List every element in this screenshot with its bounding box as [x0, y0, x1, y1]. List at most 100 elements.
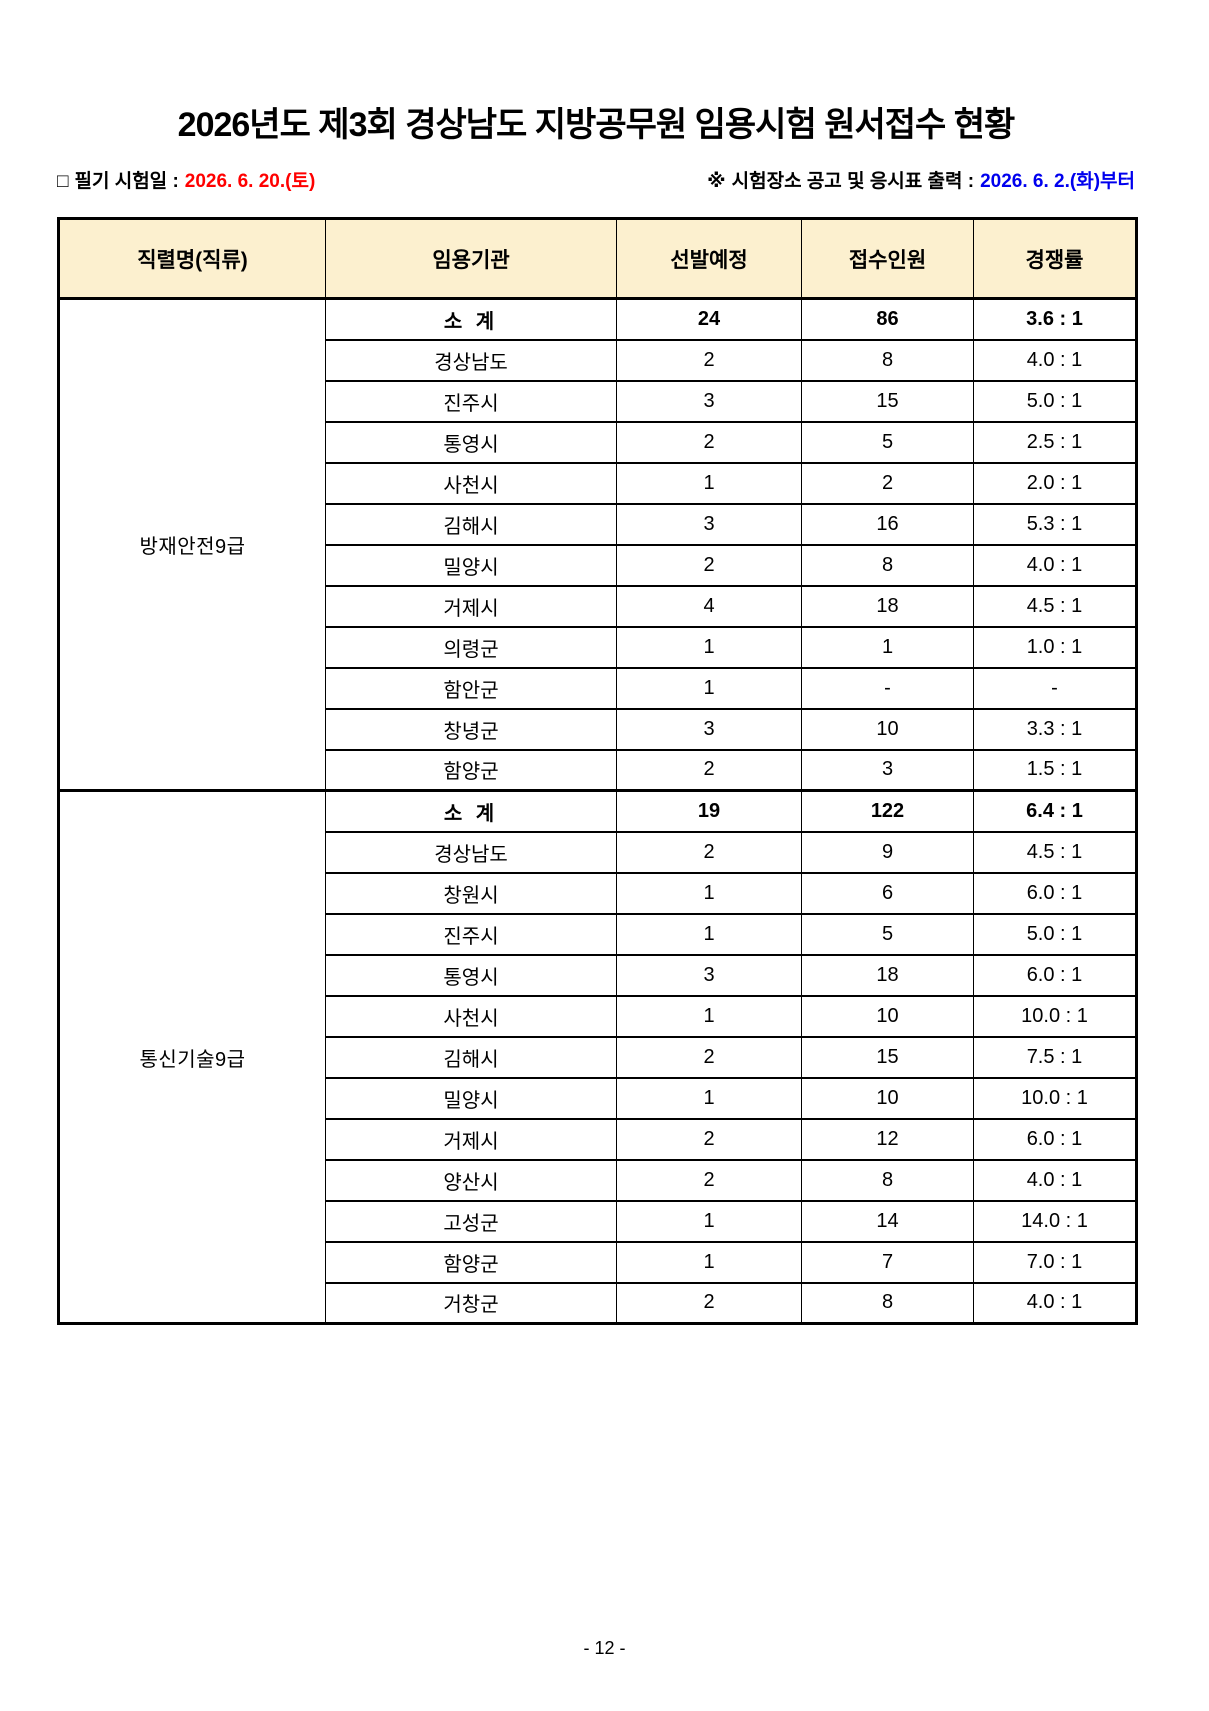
notice-line: ※ 시험장소 공고 및 응시표 출력 :2026. 6. 2.(화)부터 — [707, 166, 1135, 193]
table-body: 방재안전9급 소 계 24 86 3.6 : 1 경상남도 2 8 4.0 : 1 진주시 3 15 5… — [58, 297, 1137, 1324]
ratio-cell: 5.0 : 1 — [973, 379, 1137, 422]
subtotal-row: 통신기술9급 소 계 19 122 6.4 : 1 — [58, 789, 1137, 1324]
checkbox-icon: □ — [57, 171, 69, 192]
agency-cell: 창녕군 — [325, 707, 617, 750]
exam-date-line: □ 필기 시험일 :2026. 6. 20.(토) — [57, 166, 315, 193]
applicants-cell: 12 — [801, 1117, 974, 1160]
agency-cell: 함안군 — [325, 666, 617, 709]
table-row: 사천시 1 2 2.0 : 1 — [59, 461, 1137, 504]
page-number: - 12 - — [583, 1638, 626, 1658]
ratio-cell: 4.5 : 1 — [973, 830, 1137, 873]
agency-cell: 진주시 — [325, 912, 617, 955]
table-row: 진주시 1 5 5.0 : 1 — [59, 912, 1137, 955]
agency-cell: 진주시 — [325, 379, 617, 422]
applicants-cell: 1 — [801, 625, 974, 668]
agency-cell: 경상남도 — [325, 830, 617, 873]
planned-cell: 2 — [616, 1158, 802, 1201]
ratio-cell: 4.0 : 1 — [973, 1158, 1137, 1201]
table-header: 직렬명(직류) 임용기관 선발예정 접수인원 경쟁률 — [58, 218, 1137, 300]
reference-mark-icon: ※ — [707, 171, 726, 192]
applicants-cell: - — [801, 666, 974, 709]
notice-value: 2026. 6. 2.(화)부터 — [980, 171, 1135, 192]
applicants-cell: 14 — [801, 1199, 974, 1242]
applicants-cell: 5 — [801, 420, 974, 463]
table-row: 밀양시 1 10 10.0 : 1 — [59, 1076, 1137, 1119]
agency-cell: 함양군 — [325, 1240, 617, 1283]
ratio-cell: 5.3 : 1 — [973, 502, 1137, 545]
subtotal-agency-cell: 소 계 — [325, 297, 617, 340]
ratio-cell: 5.0 : 1 — [973, 912, 1137, 955]
section-name-cell: 방재안전9급 — [58, 297, 326, 791]
table-row: 통영시 2 5 2.5 : 1 — [59, 420, 1137, 463]
table-row: 양산시 2 8 4.0 : 1 — [59, 1158, 1137, 1201]
section-name-cell: 통신기술9급 — [58, 789, 326, 1324]
ratio-cell: 6.0 : 1 — [973, 953, 1137, 996]
header-row: 직렬명(직류) 임용기관 선발예정 접수인원 경쟁률 — [58, 218, 1137, 300]
ratio-cell: 14.0 : 1 — [973, 1199, 1137, 1242]
applicants-cell: 15 — [801, 1035, 974, 1078]
planned-cell: 2 — [616, 1281, 802, 1324]
planned-cell: 3 — [616, 953, 802, 996]
applicants-cell: 8 — [801, 1281, 974, 1324]
agency-cell: 거창군 — [325, 1281, 617, 1324]
applicants-cell: 8 — [801, 1158, 974, 1201]
ratio-cell: 2.0 : 1 — [973, 461, 1137, 504]
ratio-cell: 4.0 : 1 — [973, 543, 1137, 586]
agency-cell: 창원시 — [325, 871, 617, 914]
document-content: 2026년도 제3회 경상남도 지방공무원 임용시험 원서접수 현황 □ 필기 시… — [57, 0, 1138, 1325]
subtotal-planned-cell: 19 — [616, 789, 802, 832]
column-header-agency: 임용기관 — [325, 218, 617, 300]
agency-cell: 의령군 — [325, 625, 617, 668]
table-row: 의령군 1 1 1.0 : 1 — [59, 625, 1137, 668]
column-header-planned: 선발예정 — [616, 218, 802, 300]
planned-cell: 2 — [616, 543, 802, 586]
planned-cell: 1 — [616, 1076, 802, 1119]
agency-cell: 밀양시 — [325, 543, 617, 586]
subtotal-ratio-cell: 6.4 : 1 — [973, 789, 1137, 832]
applicants-cell: 18 — [801, 953, 974, 996]
applicants-cell: 7 — [801, 1240, 974, 1283]
planned-cell: 1 — [616, 625, 802, 668]
table-row: 김해시 2 15 7.5 : 1 — [59, 1035, 1137, 1078]
page-title: 2026년도 제3회 경상남도 지방공무원 임용시험 원서접수 현황 — [177, 106, 1016, 144]
applicants-cell: 8 — [801, 543, 974, 586]
ratio-cell: 10.0 : 1 — [973, 1076, 1137, 1119]
planned-cell: 1 — [616, 994, 802, 1037]
subtotal-planned-cell: 24 — [616, 297, 802, 340]
ratio-cell: 4.0 : 1 — [973, 338, 1137, 381]
planned-cell: 2 — [616, 338, 802, 381]
ratio-cell: 1.0 : 1 — [973, 625, 1137, 668]
table-row: 거제시 2 12 6.0 : 1 — [59, 1117, 1137, 1160]
applicants-cell: 10 — [801, 707, 974, 750]
ratio-cell: 4.5 : 1 — [973, 584, 1137, 627]
subtotal-agency-cell: 소 계 — [325, 789, 617, 832]
agency-cell: 함양군 — [325, 748, 617, 791]
table-row: 경상남도 2 8 4.0 : 1 — [59, 338, 1137, 381]
ratio-cell: - — [973, 666, 1137, 709]
table-row: 고성군 1 14 14.0 : 1 — [59, 1199, 1137, 1242]
planned-cell: 2 — [616, 420, 802, 463]
ratio-cell: 4.0 : 1 — [973, 1281, 1137, 1324]
applicants-cell: 10 — [801, 994, 974, 1037]
exam-date-value: 2026. 6. 20.(토) — [184, 171, 316, 192]
table-row: 진주시 3 15 5.0 : 1 — [59, 379, 1137, 422]
application-status-table: 직렬명(직류) 임용기관 선발예정 접수인원 경쟁률 방재안전9급 소 계 24 86… — [57, 217, 1138, 1325]
subheader-row: □ 필기 시험일 :2026. 6. 20.(토) ※ 시험장소 공고 및 응시표 … — [57, 166, 1135, 193]
planned-cell: 1 — [616, 666, 802, 709]
agency-cell: 밀양시 — [325, 1076, 617, 1119]
planned-cell: 3 — [616, 502, 802, 545]
agency-cell: 고성군 — [325, 1199, 617, 1242]
applicants-cell: 6 — [801, 871, 974, 914]
planned-cell: 2 — [616, 748, 802, 791]
ratio-cell: 6.0 : 1 — [973, 1117, 1137, 1160]
planned-cell: 4 — [616, 584, 802, 627]
planned-cell: 1 — [616, 461, 802, 504]
planned-cell: 2 — [616, 830, 802, 873]
planned-cell: 2 — [616, 1035, 802, 1078]
agency-cell: 거제시 — [325, 1117, 617, 1160]
agency-cell: 거제시 — [325, 584, 617, 627]
agency-cell: 경상남도 — [325, 338, 617, 381]
agency-cell: 사천시 — [325, 994, 617, 1037]
agency-cell: 양산시 — [325, 1158, 617, 1201]
